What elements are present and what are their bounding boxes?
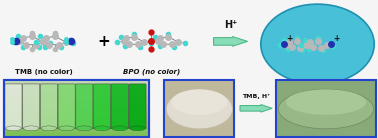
FancyBboxPatch shape (111, 84, 129, 129)
FancyBboxPatch shape (40, 84, 57, 129)
Ellipse shape (76, 126, 92, 131)
Text: +: + (98, 34, 110, 49)
Ellipse shape (286, 89, 366, 115)
Text: +: + (286, 34, 292, 43)
Ellipse shape (166, 89, 232, 129)
FancyBboxPatch shape (76, 84, 93, 129)
Ellipse shape (23, 126, 39, 131)
Text: TMB, H⁺: TMB, H⁺ (242, 94, 270, 99)
Ellipse shape (279, 89, 373, 129)
FancyBboxPatch shape (4, 80, 149, 137)
Ellipse shape (41, 126, 57, 131)
Text: H⁺: H⁺ (224, 20, 237, 30)
FancyBboxPatch shape (276, 80, 376, 137)
FancyBboxPatch shape (23, 84, 40, 129)
Ellipse shape (112, 126, 127, 131)
Text: oxTMB (blue): oxTMB (blue) (291, 85, 344, 91)
FancyBboxPatch shape (93, 84, 111, 129)
Text: TMB (no color): TMB (no color) (15, 69, 72, 75)
FancyArrow shape (214, 37, 248, 46)
FancyBboxPatch shape (164, 80, 234, 137)
FancyBboxPatch shape (129, 84, 146, 129)
Ellipse shape (261, 4, 374, 84)
Ellipse shape (171, 89, 227, 115)
Ellipse shape (59, 126, 74, 131)
Ellipse shape (130, 126, 145, 131)
FancyArrow shape (240, 105, 272, 112)
FancyBboxPatch shape (58, 84, 75, 129)
Ellipse shape (94, 126, 110, 131)
FancyBboxPatch shape (5, 84, 22, 129)
Text: BPO (no color): BPO (no color) (122, 68, 180, 75)
Text: +: + (333, 34, 339, 43)
Ellipse shape (6, 126, 21, 131)
